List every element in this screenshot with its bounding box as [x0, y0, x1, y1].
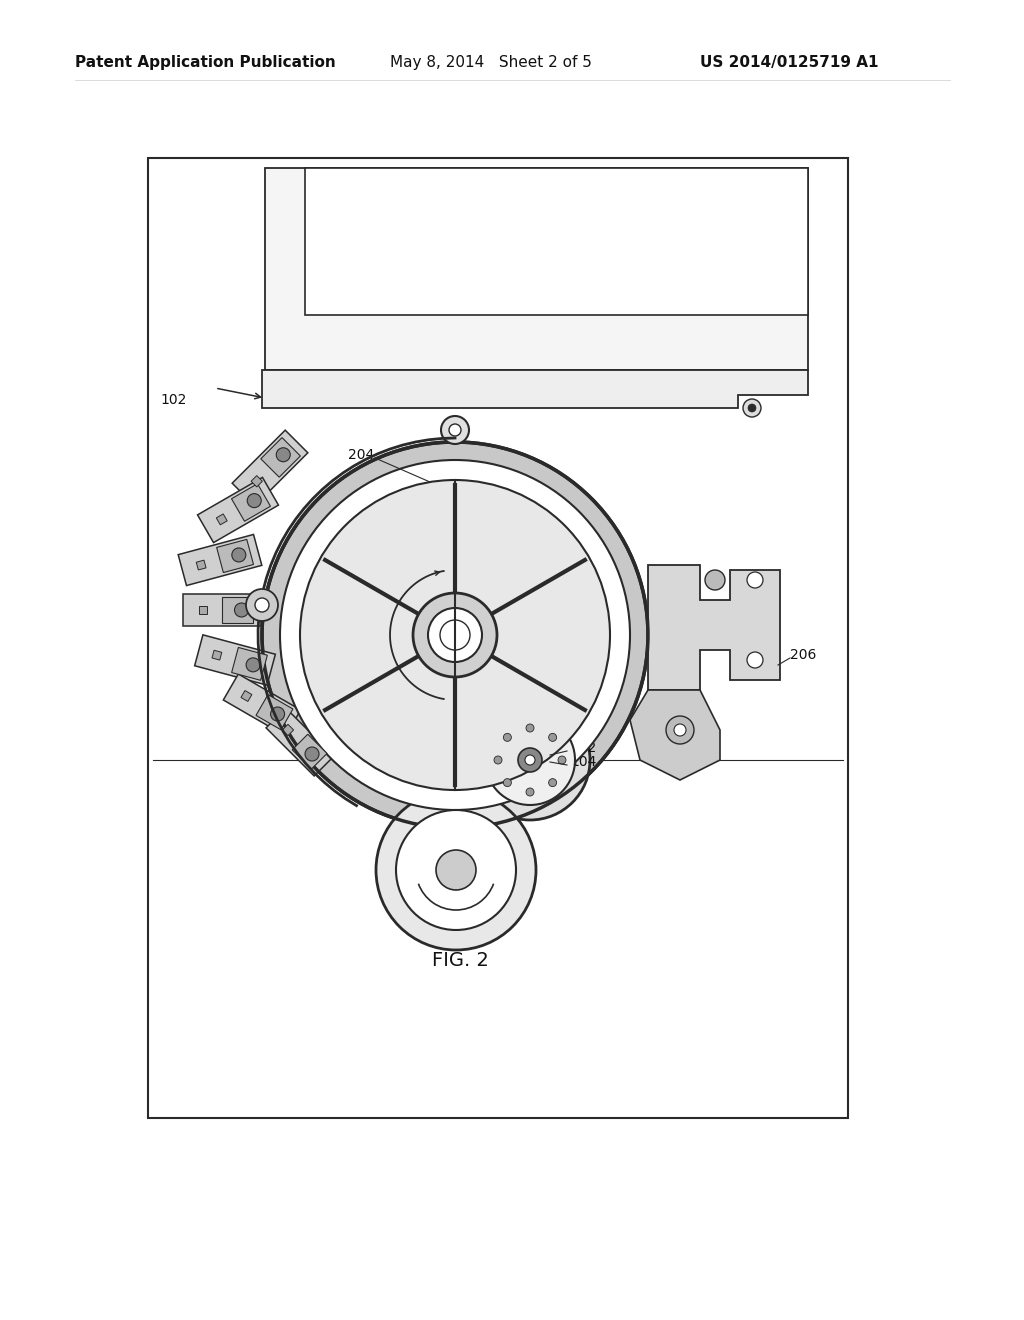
Circle shape [300, 480, 610, 789]
Circle shape [748, 404, 756, 412]
Circle shape [485, 715, 575, 805]
Circle shape [255, 598, 269, 612]
Circle shape [526, 723, 534, 733]
Circle shape [504, 779, 511, 787]
Polygon shape [183, 594, 261, 626]
Polygon shape [231, 483, 270, 521]
Polygon shape [256, 694, 293, 730]
Circle shape [231, 548, 246, 562]
Polygon shape [197, 560, 206, 570]
Polygon shape [265, 168, 808, 370]
Circle shape [280, 459, 630, 810]
Circle shape [246, 657, 260, 672]
Polygon shape [292, 734, 327, 770]
Circle shape [470, 700, 590, 820]
Circle shape [413, 593, 497, 677]
Circle shape [494, 756, 502, 764]
Polygon shape [262, 370, 808, 408]
Circle shape [525, 755, 535, 766]
Circle shape [376, 789, 536, 950]
Text: 102: 102 [160, 393, 186, 407]
Circle shape [396, 810, 516, 931]
Polygon shape [232, 430, 308, 506]
Text: Patent Application Publication: Patent Application Publication [75, 54, 336, 70]
Circle shape [247, 494, 261, 508]
Polygon shape [241, 690, 252, 701]
Circle shape [234, 603, 249, 616]
Text: US 2014/0125719 A1: US 2014/0125719 A1 [700, 54, 879, 70]
Circle shape [558, 756, 566, 764]
Circle shape [743, 399, 761, 417]
Circle shape [276, 447, 290, 462]
Polygon shape [217, 540, 254, 573]
Circle shape [746, 572, 763, 587]
Circle shape [441, 416, 469, 444]
Polygon shape [216, 513, 227, 525]
Circle shape [549, 734, 557, 742]
Polygon shape [630, 690, 720, 780]
Circle shape [246, 589, 278, 620]
Circle shape [436, 850, 476, 890]
Circle shape [518, 748, 542, 772]
Text: 206: 206 [790, 648, 816, 663]
Circle shape [305, 747, 319, 762]
Polygon shape [195, 635, 275, 685]
Circle shape [449, 424, 461, 436]
Text: 104: 104 [570, 755, 596, 770]
Circle shape [428, 609, 482, 663]
Polygon shape [283, 725, 294, 735]
Polygon shape [305, 168, 808, 315]
Polygon shape [231, 647, 267, 680]
Polygon shape [648, 565, 780, 690]
Polygon shape [251, 475, 262, 487]
Circle shape [270, 708, 285, 721]
Circle shape [526, 788, 534, 796]
Circle shape [666, 715, 694, 744]
Polygon shape [198, 478, 279, 543]
Text: May 8, 2014   Sheet 2 of 5: May 8, 2014 Sheet 2 of 5 [390, 54, 592, 70]
Circle shape [549, 779, 557, 787]
Polygon shape [178, 535, 262, 586]
Circle shape [746, 652, 763, 668]
Polygon shape [266, 708, 334, 776]
Text: FIG. 2: FIG. 2 [431, 950, 488, 969]
Text: 202: 202 [570, 741, 596, 755]
Circle shape [504, 734, 511, 742]
Polygon shape [223, 675, 301, 737]
Circle shape [674, 723, 686, 737]
Polygon shape [261, 438, 300, 478]
Polygon shape [222, 597, 253, 623]
Polygon shape [199, 606, 207, 614]
Circle shape [440, 620, 470, 649]
Polygon shape [212, 651, 222, 660]
Circle shape [705, 570, 725, 590]
Circle shape [262, 442, 648, 828]
Text: 204: 204 [348, 447, 374, 462]
